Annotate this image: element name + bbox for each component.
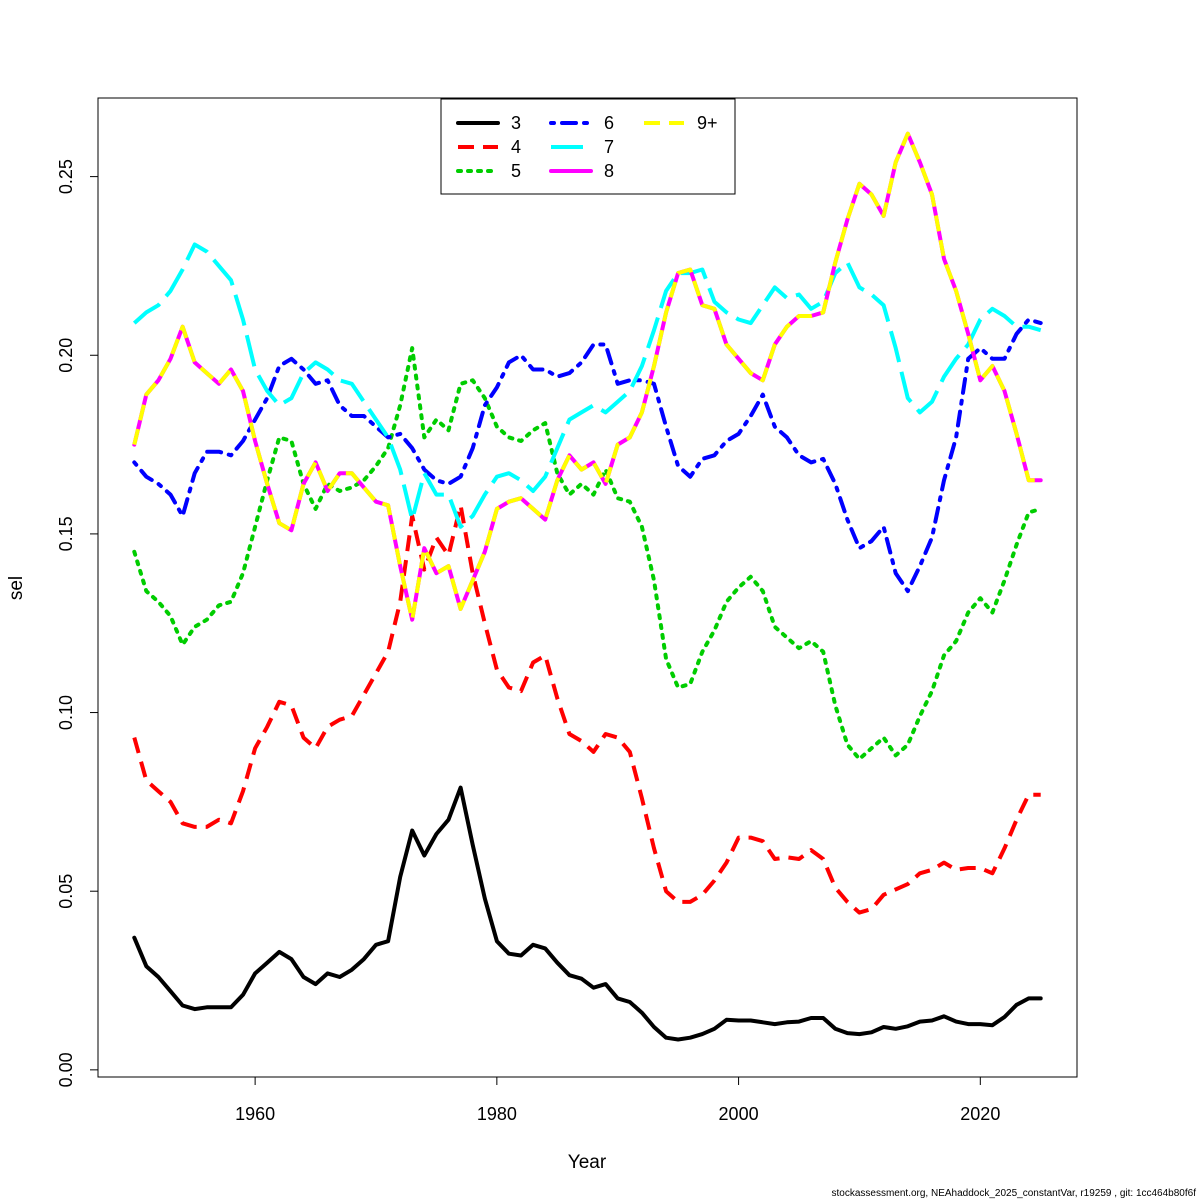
x-tick-label: 2000	[719, 1104, 759, 1124]
legend-label-4: 4	[511, 137, 521, 157]
y-tick-label: 0.15	[56, 516, 76, 551]
series-line-4	[132, 503, 1041, 915]
x-tick-label: 1960	[235, 1104, 275, 1124]
y-axis: 0.00 0.05 0.10 0.15 0.20 0.25	[56, 159, 99, 1087]
series-line-6	[132, 317, 1043, 594]
series-line-7	[132, 242, 1042, 529]
series-line-8	[132, 131, 1043, 622]
legend-label-6: 6	[604, 113, 614, 133]
plot-frame	[97, 97, 1078, 1078]
legend-label-3: 3	[511, 113, 521, 133]
y-axis-title: sel	[6, 576, 27, 600]
x-tick-label: 1980	[477, 1104, 517, 1124]
y-tick-label: 0.05	[56, 874, 76, 909]
x-axis: 1960 1980 2000 2020	[235, 1076, 1000, 1124]
y-tick-label: 0.20	[56, 338, 76, 373]
legend: 3 4 5 6 7 8 9+	[440, 98, 736, 195]
series-line-3	[132, 785, 1043, 1042]
footer-text: stockassessment.org, NEAhaddock_2025_con…	[832, 1188, 1197, 1199]
legend-label-8: 8	[604, 161, 614, 181]
legend-label-5: 5	[511, 161, 521, 181]
x-axis-title: Year	[568, 1152, 607, 1173]
series-layer	[132, 131, 1043, 1042]
series-line-9plus	[132, 131, 1041, 622]
y-tick-label: 0.25	[56, 159, 76, 194]
series-line-5	[132, 346, 1043, 761]
legend-label-9plus: 9+	[697, 113, 718, 133]
y-tick-label: 0.00	[56, 1052, 76, 1087]
y-tick-label: 0.10	[56, 695, 76, 730]
legend-label-7: 7	[604, 137, 614, 157]
x-tick-label: 2020	[960, 1104, 1000, 1124]
legend-box	[440, 98, 736, 195]
